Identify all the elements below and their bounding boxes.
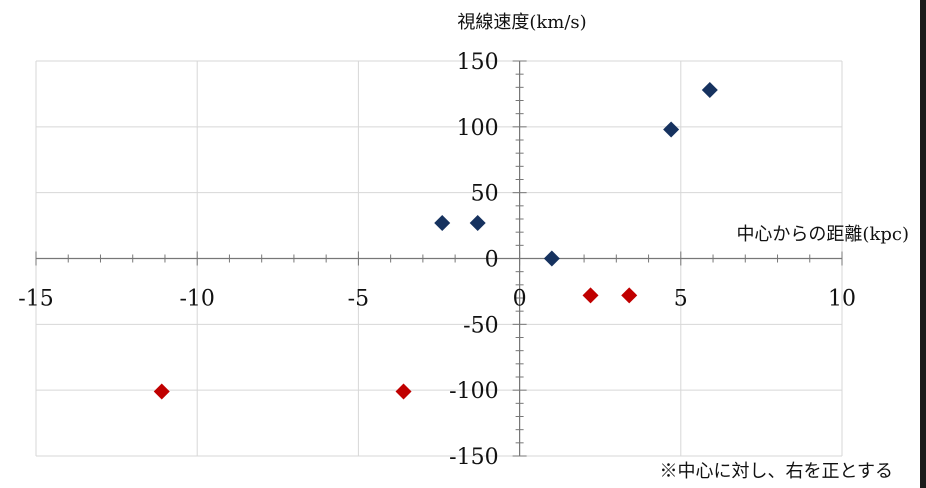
y-tick-label: -50	[463, 313, 498, 338]
axes	[35, 60, 843, 457]
data-point-marker	[543, 250, 560, 267]
y-tick-label: -100	[449, 379, 498, 404]
footnote: ※中心に対し、右を正とする	[660, 461, 893, 482]
data-point-marker	[469, 214, 486, 231]
data-point-marker	[395, 383, 412, 400]
chart-text: 視線速度(km/s) 中心からの距離(kpc) ※中心に対し、右を正とする -1…	[18, 12, 909, 482]
y-tick-label: 100	[457, 116, 499, 141]
right-edge-bar	[920, 0, 926, 488]
data-markers	[153, 81, 718, 400]
y-tick-label: 0	[485, 248, 499, 273]
y-tick-label: 50	[471, 182, 499, 207]
data-point-marker	[582, 287, 599, 304]
x-tick-label: 10	[828, 287, 856, 312]
x-tick-label: -15	[18, 287, 53, 312]
x-tick-label: 0	[513, 287, 527, 312]
x-axis-title: 中心からの距離(kpc)	[736, 224, 909, 245]
data-point-marker	[153, 383, 170, 400]
data-point-marker	[434, 214, 451, 231]
y-axis-title: 視線速度(km/s)	[457, 12, 586, 33]
y-tick-label: 150	[457, 50, 499, 75]
data-point-marker	[701, 81, 718, 98]
x-tick-label: -10	[179, 287, 214, 312]
x-tick-label: -5	[348, 287, 369, 312]
x-tick-label: 5	[674, 287, 688, 312]
data-point-marker	[663, 121, 680, 138]
data-point-marker	[621, 287, 638, 304]
y-tick-label: -150	[449, 445, 498, 470]
